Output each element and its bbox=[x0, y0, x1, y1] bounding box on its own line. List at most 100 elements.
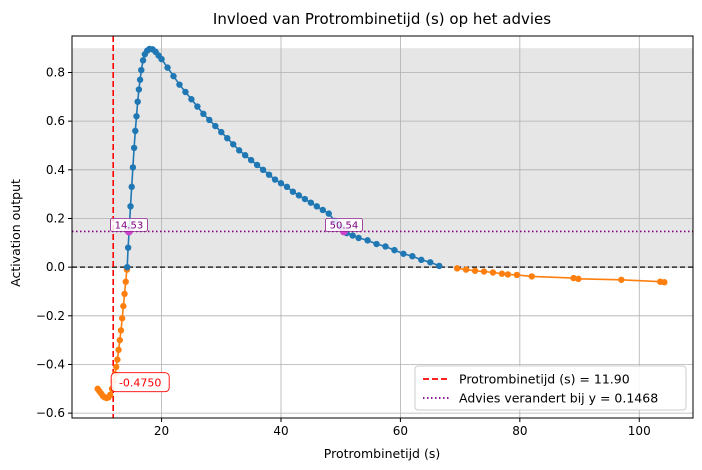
data-point bbox=[247, 156, 255, 164]
data-point bbox=[129, 164, 137, 171]
data-point bbox=[400, 250, 407, 257]
data-point bbox=[295, 192, 303, 199]
data-point bbox=[120, 302, 127, 310]
data-point bbox=[235, 147, 243, 154]
data-point bbox=[194, 103, 201, 110]
data-point bbox=[313, 203, 321, 210]
data-point bbox=[218, 128, 225, 136]
y-tick-label: −0.2 bbox=[36, 309, 65, 323]
data-point bbox=[355, 234, 362, 242]
data-point bbox=[127, 203, 134, 210]
data-point bbox=[259, 166, 267, 174]
data-point bbox=[134, 98, 141, 105]
series-line bbox=[126, 48, 440, 268]
x-axis-ticks: 20 40 60 80 100 bbox=[154, 418, 651, 438]
data-point bbox=[124, 263, 131, 271]
x-tick-label: 80 bbox=[512, 424, 527, 438]
data-point bbox=[325, 210, 332, 217]
y-axis-ticks: −0.6 −0.4 −0.2 0.0 0.2 0.4 0.6 0.8 bbox=[36, 65, 72, 420]
y-axis-label: Activation output bbox=[8, 179, 23, 287]
legend: Protrombinetijd (s) = 11.90 Advies verand… bbox=[414, 365, 687, 411]
data-point bbox=[136, 76, 144, 83]
data-point bbox=[206, 116, 213, 124]
data-point bbox=[498, 270, 506, 277]
data-point bbox=[128, 183, 135, 191]
data-point bbox=[132, 127, 139, 135]
legend-label: Advies verandert bij y = 0.1468 bbox=[459, 391, 658, 406]
current-point-label: -0.4750 bbox=[119, 377, 161, 390]
data-point bbox=[139, 57, 147, 64]
data-point bbox=[319, 206, 326, 214]
data-point bbox=[124, 244, 132, 251]
data-point bbox=[489, 269, 497, 276]
data-point bbox=[382, 243, 389, 250]
data-point bbox=[307, 199, 315, 206]
data-point bbox=[212, 122, 219, 130]
data-point bbox=[301, 195, 309, 203]
data-point bbox=[471, 267, 479, 274]
legend-box bbox=[414, 365, 687, 411]
data-point bbox=[114, 356, 121, 363]
y-tick-label: 0.4 bbox=[46, 163, 65, 177]
data-point bbox=[453, 265, 461, 272]
y-tick-label: 0.6 bbox=[46, 114, 65, 128]
data-point bbox=[130, 144, 138, 152]
y-tick-label: −0.6 bbox=[36, 406, 65, 420]
series-line bbox=[456, 267, 665, 283]
y-tick-label: −0.4 bbox=[36, 357, 65, 371]
data-point bbox=[418, 256, 425, 264]
shaded-band bbox=[72, 48, 693, 268]
data-point bbox=[364, 237, 371, 244]
x-tick-label: 40 bbox=[273, 424, 288, 438]
data-point bbox=[135, 86, 143, 93]
data-point bbox=[188, 96, 195, 103]
data-point bbox=[277, 180, 285, 187]
y-tick-label: 0.0 bbox=[46, 260, 65, 274]
plot-background bbox=[72, 48, 693, 268]
data-point bbox=[349, 232, 356, 239]
data-point bbox=[241, 152, 249, 159]
chart-title: Invloed van Protrombinetijd (s) op het a… bbox=[213, 10, 551, 28]
data-point bbox=[504, 271, 512, 278]
x-tick-label: 20 bbox=[154, 424, 169, 438]
data-point bbox=[271, 176, 279, 183]
data-point bbox=[118, 315, 126, 322]
data-point bbox=[122, 278, 129, 285]
data-point bbox=[480, 268, 488, 275]
x-tick-label: 60 bbox=[393, 424, 408, 438]
data-point bbox=[436, 262, 443, 270]
data-point bbox=[427, 259, 434, 266]
data-point bbox=[265, 171, 273, 178]
data-point bbox=[115, 346, 122, 354]
current-point-label-box bbox=[110, 372, 170, 393]
crossing-label: 14.53 bbox=[115, 220, 144, 231]
y-tick-label: 0.8 bbox=[46, 65, 65, 79]
data-point bbox=[230, 141, 237, 148]
data-point bbox=[133, 113, 140, 120]
y-tick-label: 0.2 bbox=[46, 211, 65, 225]
data-point bbox=[107, 391, 114, 399]
data-point bbox=[289, 188, 297, 195]
data-point bbox=[182, 88, 189, 96]
plot-frame bbox=[71, 35, 694, 419]
data-point bbox=[170, 72, 177, 80]
data-point bbox=[462, 266, 470, 273]
legend-label: Protrombinetijd (s) = 11.90 bbox=[459, 372, 630, 387]
grid-lines bbox=[72, 36, 693, 418]
crossing-label: 50.54 bbox=[330, 220, 359, 231]
data-point bbox=[116, 336, 123, 344]
data-point bbox=[253, 161, 261, 169]
data-point bbox=[373, 240, 380, 248]
data-point bbox=[409, 252, 416, 260]
data-point bbox=[117, 327, 125, 334]
data-point bbox=[283, 183, 291, 191]
data-point bbox=[661, 279, 668, 286]
data-point bbox=[224, 134, 231, 142]
crossing: 50.54 bbox=[325, 218, 363, 236]
data-point bbox=[391, 246, 398, 254]
series-negative-2 bbox=[453, 265, 668, 286]
data-point bbox=[121, 290, 128, 298]
x-axis-label: Protrombinetijd (s) bbox=[324, 446, 440, 461]
data-point bbox=[513, 271, 521, 279]
